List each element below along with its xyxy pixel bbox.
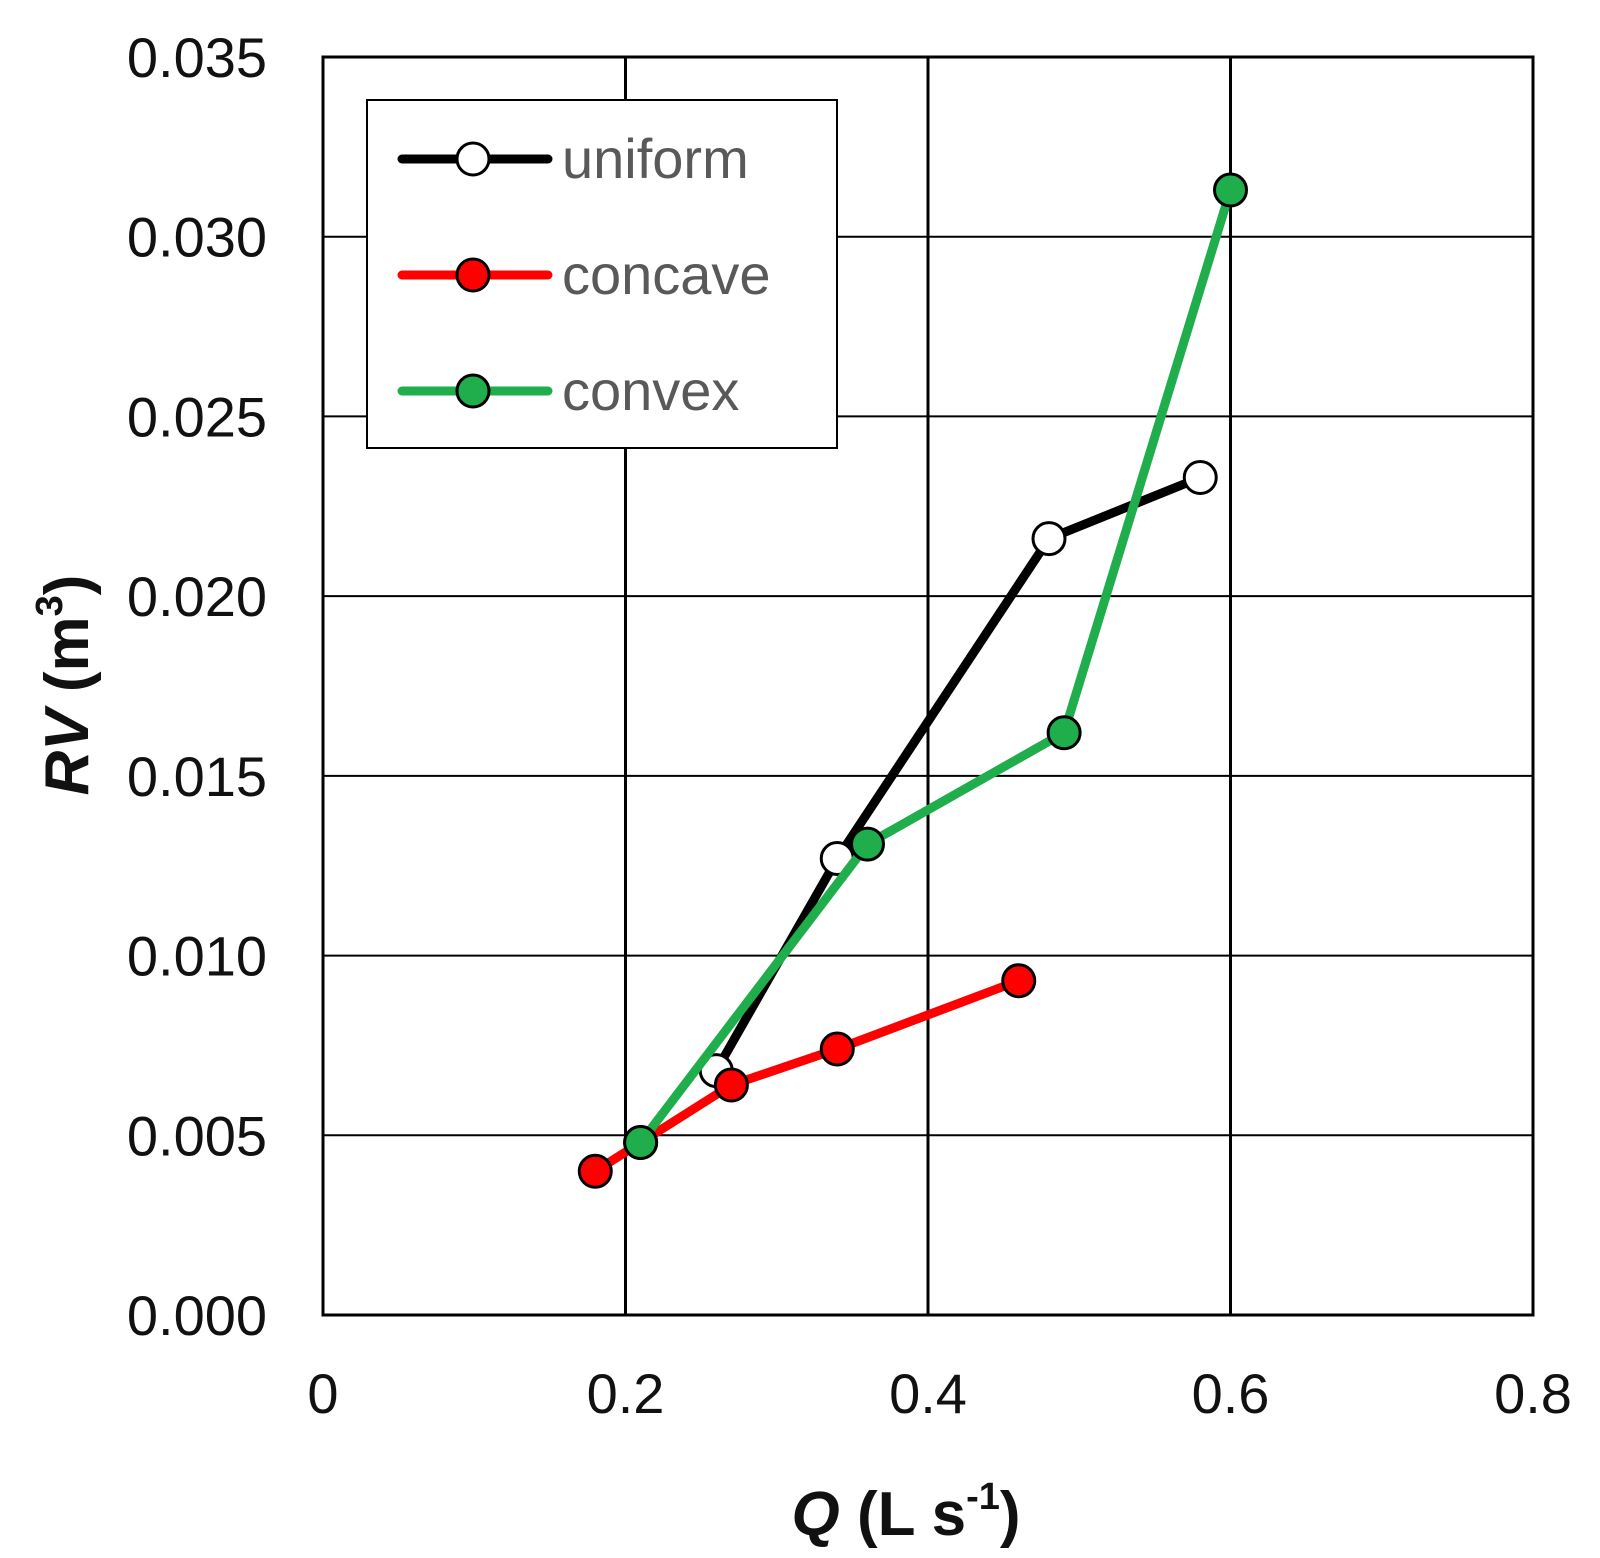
y-axis-unit-superscript: 3 bbox=[29, 595, 71, 616]
x-tick-labels: 0 0.2 0.4 0.6 0.8 bbox=[307, 1362, 1572, 1425]
legend: uniform concave convex bbox=[366, 99, 838, 449]
plot-frame bbox=[321, 55, 1535, 1317]
data-point-convex bbox=[1046, 715, 1082, 751]
legend-marker-uniform bbox=[455, 141, 491, 177]
y-axis-title: RV (m3) bbox=[29, 575, 102, 796]
x-tick-label: 0.8 bbox=[1494, 1362, 1572, 1425]
legend-marker-concave bbox=[455, 257, 491, 293]
legend-label-uniform: uniform bbox=[562, 127, 749, 190]
data-point-convex bbox=[850, 826, 885, 862]
legend-label-concave: concave bbox=[562, 243, 771, 306]
legend-item-convex: convex bbox=[397, 359, 739, 422]
y-tick-label: 0.020 bbox=[127, 565, 267, 628]
y-axis-unit-start: (m bbox=[33, 616, 102, 709]
y-tick-label: 0.005 bbox=[127, 1104, 267, 1167]
x-axis-unit-superscript: -1 bbox=[966, 1476, 1000, 1518]
y-axis-variable: RV bbox=[33, 705, 102, 796]
x-tick-label: 0 bbox=[307, 1362, 338, 1425]
grid bbox=[321, 56, 1535, 1316]
legend-marker-convex bbox=[455, 373, 491, 409]
y-tick-label: 0.000 bbox=[127, 1284, 267, 1347]
data-point-uniform bbox=[1031, 521, 1067, 557]
x-axis-unit-start: (L s bbox=[840, 1480, 966, 1549]
series-line-convex bbox=[636, 185, 1235, 1147]
legend-item-concave: concave bbox=[397, 243, 771, 306]
legend-item-uniform: uniform bbox=[397, 127, 749, 190]
data-point-concave bbox=[577, 1153, 613, 1189]
x-tick-label: 0.2 bbox=[587, 1362, 665, 1425]
y-tick-label: 0.035 bbox=[127, 26, 267, 89]
x-axis-unit-end: ) bbox=[1000, 1480, 1021, 1549]
y-tick-label: 0.030 bbox=[127, 206, 267, 269]
y-tick-labels: 0.000 0.005 0.010 0.015 0.020 0.025 0.030 0.035 bbox=[127, 26, 267, 1347]
series-layer bbox=[577, 172, 1248, 1189]
data-point-concave bbox=[819, 1031, 855, 1067]
x-tick-label: 0.4 bbox=[889, 1362, 967, 1425]
x-tick-label: 0.6 bbox=[1192, 1362, 1270, 1425]
data-point-convex bbox=[1213, 172, 1248, 208]
y-tick-label: 0.015 bbox=[127, 745, 267, 808]
legend-label-convex: convex bbox=[562, 359, 739, 422]
data-point-concave bbox=[1001, 963, 1037, 999]
data-point-concave bbox=[713, 1067, 749, 1103]
x-axis-variable: Q bbox=[791, 1480, 839, 1549]
y-tick-label: 0.010 bbox=[127, 925, 267, 988]
data-point-convex bbox=[623, 1124, 659, 1160]
series-convex bbox=[623, 172, 1248, 1160]
y-axis-unit-end: ) bbox=[33, 575, 102, 596]
x-axis-title: Q (L s-1) bbox=[791, 1476, 1020, 1549]
y-tick-label: 0.025 bbox=[127, 385, 267, 448]
data-point-uniform bbox=[1182, 460, 1218, 496]
